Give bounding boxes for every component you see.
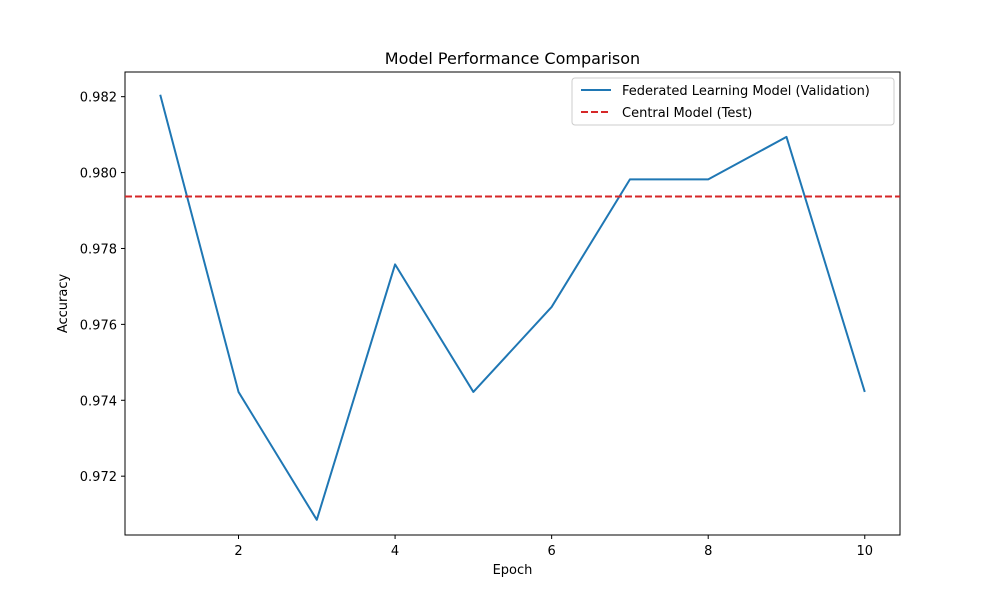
legend: Federated Learning Model (Validation) Ce… xyxy=(571,77,895,126)
y-axis-label: Accuracy xyxy=(56,274,71,334)
x-tick-label: 2 xyxy=(234,544,242,559)
series-layer xyxy=(125,94,900,521)
y-tick-label: 0.972 xyxy=(80,470,117,485)
x-tick-label: 4 xyxy=(391,544,399,559)
legend-box xyxy=(571,77,895,126)
x-tick-label: 8 xyxy=(704,544,712,559)
x-axis-label: Epoch xyxy=(493,563,533,578)
x-axis-ticks: 2 4 6 8 10 xyxy=(234,535,873,559)
series-line-federated-learning-model xyxy=(159,94,866,521)
x-tick-label: 10 xyxy=(856,544,873,559)
legend-label-central: Central Model (Test) xyxy=(622,106,752,121)
chart-title: Model Performance Comparison xyxy=(385,49,640,68)
y-tick-label: 0.976 xyxy=(80,318,117,333)
y-tick-label: 0.978 xyxy=(80,242,117,257)
legend-label-federated: Federated Learning Model (Validation) xyxy=(622,84,870,99)
y-axis-ticks: 0.972 0.974 0.976 0.978 0.980 0.982 xyxy=(80,91,125,485)
x-tick-label: 6 xyxy=(548,544,556,559)
y-tick-label: 0.982 xyxy=(80,91,117,106)
y-tick-label: 0.974 xyxy=(80,394,117,409)
y-tick-label: 0.980 xyxy=(80,167,117,182)
plot-area xyxy=(124,71,901,536)
